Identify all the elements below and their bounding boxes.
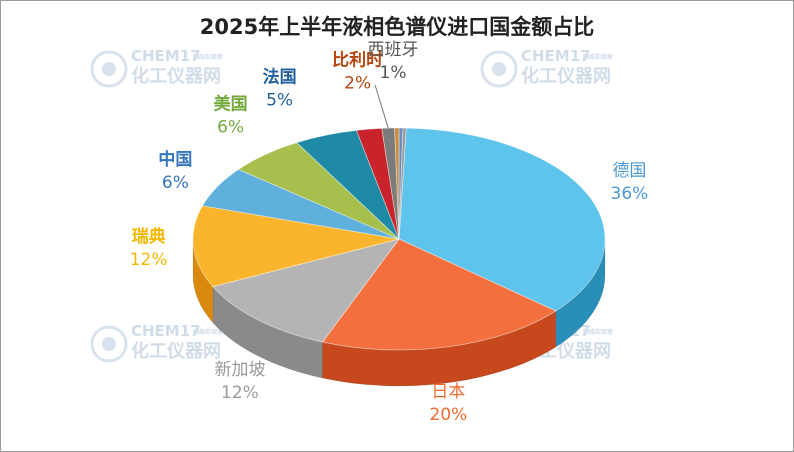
slice-value-新加坡: 12% <box>221 383 259 403</box>
slice-label-瑞典: 瑞典 <box>132 226 166 247</box>
slice-label-比利时: 比利时 <box>332 50 383 71</box>
watermark-cn: 化工仪器网 <box>131 65 221 87</box>
slice-label-法国: 法国 <box>263 66 297 87</box>
slice-value-日本: 20% <box>430 405 468 425</box>
slice-value-中国: 6% <box>162 173 189 193</box>
watermark-cn: 化工仪器网 <box>521 65 611 87</box>
slice-label-美国: 美国 <box>214 94 248 115</box>
pie-slice-日本 <box>321 238 557 351</box>
slice-value-西班牙: 1% <box>380 63 407 83</box>
pie-sides <box>192 238 606 387</box>
slice-label-中国: 中国 <box>158 149 192 170</box>
slice-label-西班牙: 西班牙 <box>368 40 419 60</box>
watermark-latin: CHEM17 <box>131 322 201 340</box>
watermark-latin: CHEM17 <box>131 47 201 65</box>
slice-value-德国: 36% <box>611 184 649 204</box>
watermark-small: 网络实验室 <box>193 53 223 61</box>
watermark-small: 网络实验室 <box>193 328 223 336</box>
slice-value-比利时: 2% <box>344 74 371 94</box>
watermark-small: 网络实验室 <box>583 53 613 61</box>
slice-label-新加坡: 新加坡 <box>214 360 265 380</box>
pie-slice-新加坡 <box>212 238 400 343</box>
watermark-cn: 化工仪器网 <box>131 340 221 362</box>
slice-label-日本: 日本 <box>431 382 465 402</box>
slice-value-美国: 6% <box>217 118 244 138</box>
pie-slice-德国 <box>398 127 606 312</box>
pie-tops <box>192 127 606 351</box>
slice-value-法国: 5% <box>266 90 293 110</box>
pie-labels: 德国 36% 日本 20% 新加坡 12% 瑞典 12% 中国 6% 美国 6% 法国 5% 比利时 2% 西班… <box>130 40 649 425</box>
chart-title: 2025年上半年液相色谱仪进口国金额占比 <box>199 15 595 39</box>
slice-value-瑞典: 12% <box>130 250 168 270</box>
pie-slice-sliver <box>398 127 407 240</box>
watermark-latin: CHEM17 <box>521 47 591 65</box>
pie-slice-瑞典 <box>192 205 400 288</box>
slice-label-德国: 德国 <box>612 161 646 181</box>
watermark-small: 网络实验室 <box>583 328 613 336</box>
leader-line <box>374 84 389 129</box>
